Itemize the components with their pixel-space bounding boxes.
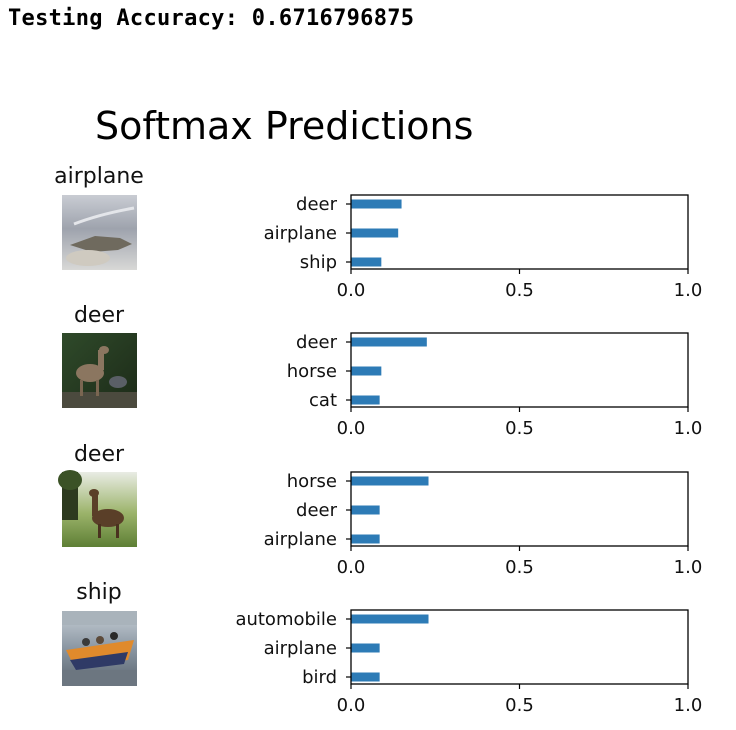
category-label: deer [296,194,338,215]
sample-image-airplane [62,195,137,270]
prediction-bar [351,395,380,405]
x-tick-label: 1.0 [674,418,703,439]
prediction-bar [351,337,427,347]
prediction-bar [351,643,380,653]
category-label: cat [309,390,337,411]
prediction-bar [351,199,402,209]
category-label: deer [296,332,338,353]
prediction-bar [351,476,429,486]
x-tick-label: 0.0 [337,695,366,716]
prediction-bar [351,228,399,238]
category-label: deer [296,500,338,521]
prediction-bar [351,366,382,376]
figure-title: Softmax Predictions [95,104,473,148]
sample-image-deer [58,470,137,547]
x-tick-label: 0.0 [337,418,366,439]
category-label: ship [300,252,337,273]
category-label: airplane [264,529,337,550]
sample-label: deer [74,442,125,467]
category-label: horse [287,471,337,492]
testing-accuracy-text: Testing Accuracy: 0.6716796875 [8,6,415,31]
x-tick-label: 0.5 [505,695,534,716]
category-label: bird [302,667,337,688]
prediction-bar [351,672,380,682]
sample-label: airplane [54,164,144,189]
x-tick-label: 0.5 [505,557,534,578]
x-tick-label: 0.5 [505,280,534,301]
category-label: automobile [235,609,337,630]
category-label: airplane [264,638,337,659]
x-tick-label: 0.0 [337,557,366,578]
sample-label: deer [74,303,125,328]
category-label: airplane [264,223,337,244]
sample-image-ship [62,611,137,686]
prediction-bar [351,505,380,515]
x-tick-label: 1.0 [674,695,703,716]
x-tick-label: 0.0 [337,280,366,301]
x-tick-label: 1.0 [674,557,703,578]
x-tick-label: 1.0 [674,280,703,301]
sample-label: ship [76,580,121,605]
sample-image-deer [62,333,137,408]
x-tick-label: 0.5 [505,418,534,439]
prediction-bar [351,534,380,544]
prediction-bar [351,614,429,624]
category-label: horse [287,361,337,382]
prediction-bar [351,257,382,267]
